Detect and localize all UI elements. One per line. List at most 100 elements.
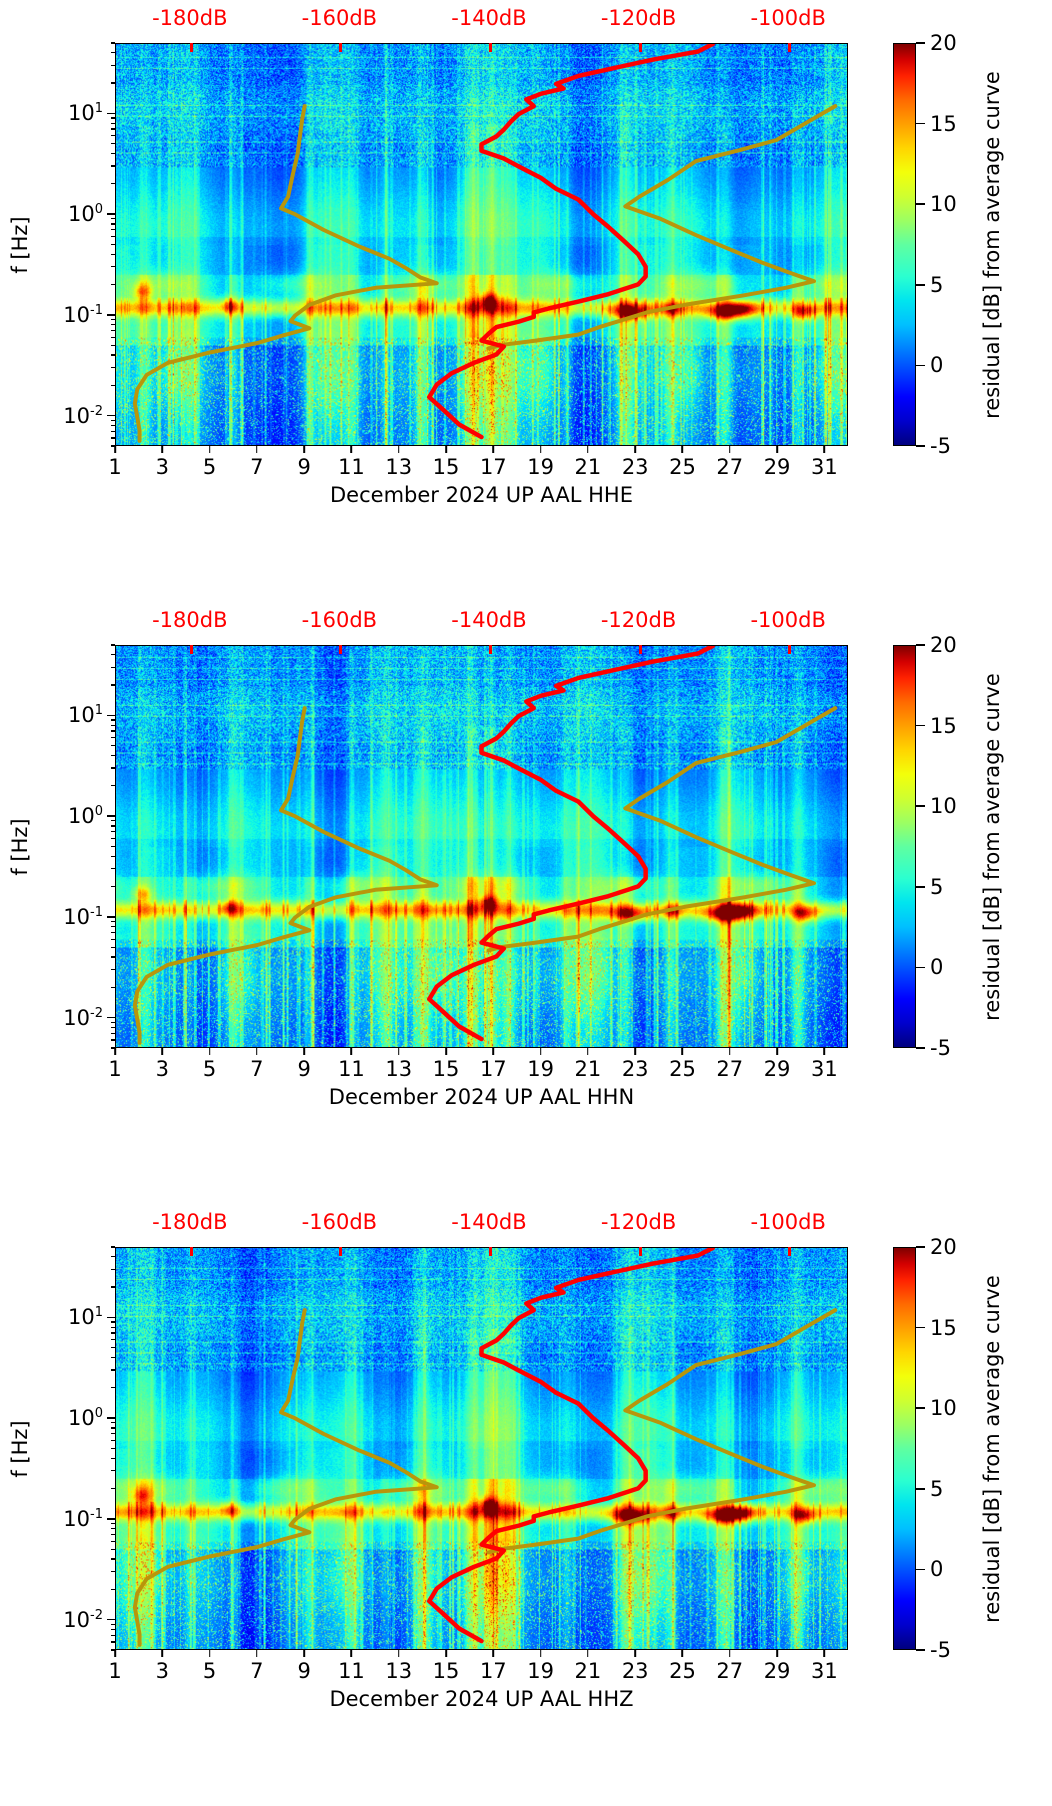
top-db-tick [488, 1247, 492, 1256]
y-minor-tick [110, 926, 115, 928]
y-minor-tick [110, 283, 115, 286]
y-tick-label: 100 [67, 804, 103, 829]
residual-curve-right-hhz [486, 1308, 838, 1555]
colorbar-tick [916, 805, 925, 807]
x-major-tick [823, 1650, 826, 1657]
top-db-label: -120dB [600, 1210, 677, 1234]
y-major-tick [107, 815, 115, 817]
colorbar-tick-label: 15 [930, 111, 957, 136]
colorbar-tick-label: 15 [930, 713, 957, 738]
spectrogram-axes-hhe[interactable] [115, 43, 848, 446]
x-major-tick [823, 446, 826, 453]
y-minor-tick [110, 1268, 115, 1270]
y-minor-tick [110, 1387, 115, 1389]
spectrogram-image-hhn [116, 646, 847, 1047]
y-minor-tick [110, 684, 115, 686]
colorbar-tick [916, 122, 925, 125]
x-major-tick [350, 446, 353, 453]
y-major-tick [107, 112, 115, 115]
x-major-tick [397, 1048, 400, 1055]
x-tick-label: 23 [621, 1057, 649, 1081]
colorbar-tick [916, 886, 925, 888]
y-minor-tick [110, 223, 115, 225]
y-tick-label: 101 [67, 703, 103, 728]
y-minor-tick [110, 135, 115, 137]
x-major-tick [208, 1650, 211, 1657]
x-tick-label: 3 [155, 455, 169, 479]
x-major-tick [634, 1650, 636, 1657]
top-db-tick [788, 43, 792, 52]
y-minor-tick [110, 424, 115, 427]
colorbar-hhn [893, 645, 916, 1048]
y-minor-tick [110, 968, 115, 971]
y-minor-tick [110, 1026, 115, 1029]
y-minor-tick [110, 229, 115, 231]
y-minor-tick [110, 1427, 115, 1429]
residual-curve-left-hhn [132, 706, 439, 1045]
y-minor-tick [110, 82, 115, 84]
y-minor-tick [110, 1256, 115, 1258]
x-major-tick [256, 1650, 258, 1657]
x-tick-label: 17 [479, 455, 507, 479]
y-tick-label: 10-2 [63, 1005, 103, 1030]
panel-hhn: -180dB -160dB -140dB -120dB -100dB 101 100 10-… [0, 602, 1052, 1204]
colorbar-tick [916, 966, 925, 969]
x-tick-label: 19 [527, 1057, 554, 1081]
y-minor-tick [110, 730, 115, 732]
x-tick-label: 21 [574, 1659, 602, 1683]
x-tick-label: 27 [716, 455, 744, 479]
y-minor-tick [110, 1628, 115, 1631]
y-minor-tick [110, 366, 115, 369]
x-tick-label: 5 [202, 455, 217, 479]
x-tick-label: 11 [338, 1057, 365, 1081]
x-tick-label: 27 [716, 1659, 744, 1683]
y-minor-tick [110, 986, 115, 988]
x-tick-label: 31 [810, 455, 838, 479]
x-tick-label: 1 [108, 455, 122, 479]
y-minor-tick [110, 42, 115, 44]
colorbar-tick-label: 10 [930, 192, 957, 217]
x-major-tick [208, 1048, 211, 1055]
y-minor-tick [110, 1369, 115, 1371]
y-axis-title-hhe: f [Hz] [8, 216, 32, 274]
y-minor-tick [110, 64, 115, 66]
y-minor-tick [110, 1588, 115, 1590]
residual-curve-left-hhe [132, 104, 439, 443]
y-minor-tick [110, 354, 115, 356]
x-tick-label: 11 [338, 455, 365, 479]
y-tick-label: 10-2 [63, 1607, 103, 1632]
x-major-tick [776, 446, 778, 453]
y-minor-tick [110, 946, 115, 948]
y-major-tick [107, 714, 115, 717]
y-axis-ticks-hhe: 101 100 10-1 10-2 [0, 42, 115, 447]
y-minor-tick [110, 128, 115, 130]
x-tick-label: 21 [574, 1057, 602, 1081]
y-major-tick [107, 1016, 115, 1019]
x-major-tick [634, 446, 636, 453]
y-minor-tick [110, 1047, 115, 1049]
y-minor-tick [110, 931, 115, 934]
y-minor-tick [110, 1439, 115, 1442]
y-minor-tick [110, 737, 115, 739]
spectrogram-axes-hhn[interactable] [115, 645, 848, 1048]
x-tick-label: 1 [108, 1659, 122, 1683]
x-major-tick [587, 1048, 589, 1055]
colorbar-tick-label: 20 [930, 1235, 957, 1259]
colorbar-tick-label: 15 [930, 1315, 957, 1340]
y-minor-tick [110, 122, 115, 124]
panel-title-hhe: December 2024 UP AAL HHE [330, 483, 633, 507]
colorbar-tick-label: 5 [930, 874, 944, 899]
top-db-tick [189, 1247, 193, 1256]
y-minor-tick [110, 745, 115, 747]
x-major-tick [161, 1650, 164, 1657]
x-tick-label: 29 [763, 1659, 791, 1683]
y-minor-tick [110, 754, 115, 757]
colorbar-title-hhn: residual [dB] from average curve [980, 673, 1004, 1021]
colorbar-tick [916, 445, 925, 447]
y-minor-tick [110, 1457, 115, 1459]
y-tick-label: 100 [67, 202, 103, 227]
spectrogram-axes-hhz[interactable] [115, 1247, 848, 1650]
x-tick-label: 15 [432, 1057, 460, 1081]
y-major-tick [107, 314, 115, 316]
y-minor-tick [110, 1039, 115, 1041]
